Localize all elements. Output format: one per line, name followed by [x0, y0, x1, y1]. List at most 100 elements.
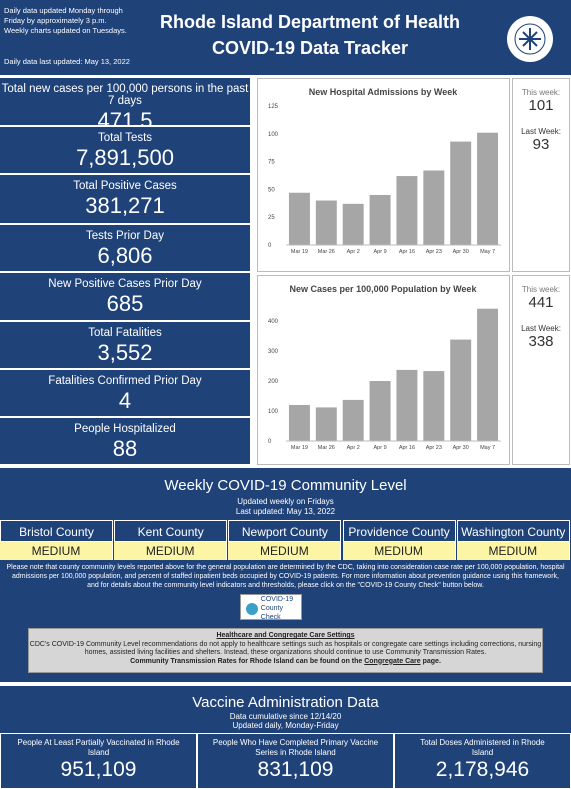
trend-label: This week:	[521, 88, 561, 97]
stat-label: Total Tests	[97, 132, 153, 144]
chart: New Hospital Admissions by Week 0 25 50 75 10…	[268, 87, 501, 255]
stat-label: People Hospitalized	[74, 423, 176, 435]
y-tick-label: 100	[268, 132, 279, 138]
x-tick-label: Apr 16	[399, 445, 415, 451]
county-name: Washington County	[456, 520, 570, 542]
text: COVID-19	[260, 596, 294, 603]
header: Daily data updated Monday through Friday…	[0, 0, 571, 75]
y-tick-label: 125	[268, 104, 279, 110]
community-updated: Last updated: May 13, 2022	[235, 507, 336, 516]
trend-box: This week: 101 Last Week: 93	[512, 78, 570, 272]
x-tick-label: Mar 19	[291, 445, 308, 451]
vaccine-subtitle: Data cumulative since 12/14/20	[229, 712, 342, 721]
bar	[423, 371, 445, 441]
county-name: Providence County	[342, 520, 456, 542]
bar	[477, 308, 499, 441]
county-name: Kent County	[114, 520, 228, 542]
bar	[315, 407, 337, 441]
vaccine-stat: Total Doses Administered in Rhode Island…	[394, 733, 571, 789]
bar	[288, 192, 310, 245]
vaccine-label: Total Doses Administered in Rhode Island	[420, 738, 545, 757]
x-tick-label: Mar 26	[318, 249, 335, 255]
bar	[342, 203, 364, 245]
vaccine-label: People Who Have Completed Primary Vaccin…	[212, 738, 379, 757]
text: Community Transmission Rates for Rhode I…	[130, 657, 365, 665]
x-tick-label: Apr 23	[426, 249, 442, 255]
vaccine-value: 831,109	[257, 758, 334, 781]
link[interactable]: Congregate Care	[364, 657, 421, 665]
stat-label: Fatalities Confirmed Prior Day	[48, 375, 202, 387]
bar	[396, 369, 418, 441]
y-tick-label: 100	[268, 409, 279, 415]
bar	[477, 132, 499, 245]
trend-value: 338	[528, 333, 554, 350]
county-level: MEDIUM	[342, 542, 456, 560]
trend-value: 441	[528, 294, 554, 311]
x-tick-label: Mar 19	[291, 249, 308, 255]
y-tick-label: 25	[268, 215, 275, 221]
stat-box: Total Tests 7,891,500	[0, 127, 250, 175]
chart-box: New Hospital Admissions by Week 0 25 50 75 10…	[257, 78, 510, 272]
x-tick-label: Apr 2	[347, 249, 360, 255]
chart-title: New Hospital Admissions by Week	[309, 87, 459, 97]
county-level: MEDIUM	[228, 542, 342, 560]
x-tick-label: May 7	[480, 249, 495, 255]
bar	[423, 170, 445, 245]
x-tick-label: Apr 2	[347, 445, 360, 451]
chart: New Cases per 100,000 Population by Week…	[268, 284, 501, 451]
stat-box: Total new cases per 100,000 persons in t…	[0, 78, 250, 133]
title: COVID-19 Data Tracker	[211, 38, 409, 58]
vaccine-stat: People At Least Partially Vaccinated in …	[0, 733, 197, 789]
x-tick-label: Apr 30	[453, 249, 469, 255]
logo	[507, 16, 553, 62]
y-tick-label: 300	[268, 349, 279, 355]
stat-box: New Positive Cases Prior Day 685	[0, 273, 250, 322]
vaccine-stat: People Who Have Completed Primary Vaccin…	[197, 733, 394, 789]
community-subtitle: Updated weekly on Fridays	[237, 497, 334, 506]
stat-value: 4	[118, 388, 132, 413]
stat-value: 381,271	[85, 193, 165, 218]
stat-value: 6,806	[97, 243, 153, 268]
bar	[396, 176, 418, 245]
county-level: MEDIUM	[456, 542, 570, 560]
stat-box: Tests Prior Day 6,806	[0, 225, 250, 273]
button-icon	[246, 602, 258, 615]
stat-label: New Positive Cases Prior Day	[48, 278, 202, 290]
community-note: Please note that county community levels…	[6, 564, 565, 589]
bar	[369, 381, 391, 441]
bar	[450, 339, 472, 441]
trend-label: This week:	[521, 285, 561, 294]
text: page.	[420, 657, 441, 665]
settings-box: Healthcare and Congregate Care Settings …	[28, 628, 543, 673]
settings-heading: Healthcare and Congregate Care Settings	[216, 632, 355, 639]
trend-label: Last Week:	[521, 127, 561, 136]
stat-value: 685	[106, 291, 144, 316]
vaccine-value: 2,178,946	[435, 758, 530, 781]
stat-label: Total Positive Cases	[73, 180, 177, 192]
settings-footer: Community Transmission Rates for Rhode I…	[29, 658, 542, 667]
stat-value: 7,891,500	[76, 145, 174, 170]
y-tick-label: 0	[268, 243, 272, 249]
button-label: COVID-19 County Check	[261, 595, 301, 622]
title: Rhode Island Department of Health	[159, 12, 461, 32]
note: Daily data updated Monday through	[4, 6, 123, 15]
x-tick-label: Mar 26	[318, 445, 335, 451]
y-tick-label: 200	[268, 379, 279, 385]
stat-box: Fatalities Confirmed Prior Day 4	[0, 370, 250, 418]
vaccine-section: Vaccine Administration Data Data cumulat…	[0, 686, 571, 789]
trend-box: This week: 441 Last Week: 338	[512, 275, 570, 465]
x-tick-label: May 7	[480, 445, 495, 451]
vaccine-updated: Updated daily, Monday-Friday	[232, 721, 339, 730]
community-title: Weekly COVID-19 Community Level	[164, 477, 407, 494]
note: Weekly charts updated on Tuesdays.	[4, 26, 127, 35]
stat-label: Total new cases per 100,000 persons in t…	[1, 83, 249, 107]
last-updated: Daily data last updated: May 13, 2022	[4, 57, 130, 66]
y-tick-label: 50	[268, 187, 275, 193]
y-tick-label: 0	[268, 439, 272, 445]
logo-ring	[514, 23, 546, 55]
stat-label: Tests Prior Day	[86, 230, 164, 242]
county-check-button[interactable]: COVID-19 County Check	[240, 594, 302, 622]
county-level: MEDIUM	[114, 542, 228, 560]
x-tick-label: Apr 9	[373, 249, 386, 255]
